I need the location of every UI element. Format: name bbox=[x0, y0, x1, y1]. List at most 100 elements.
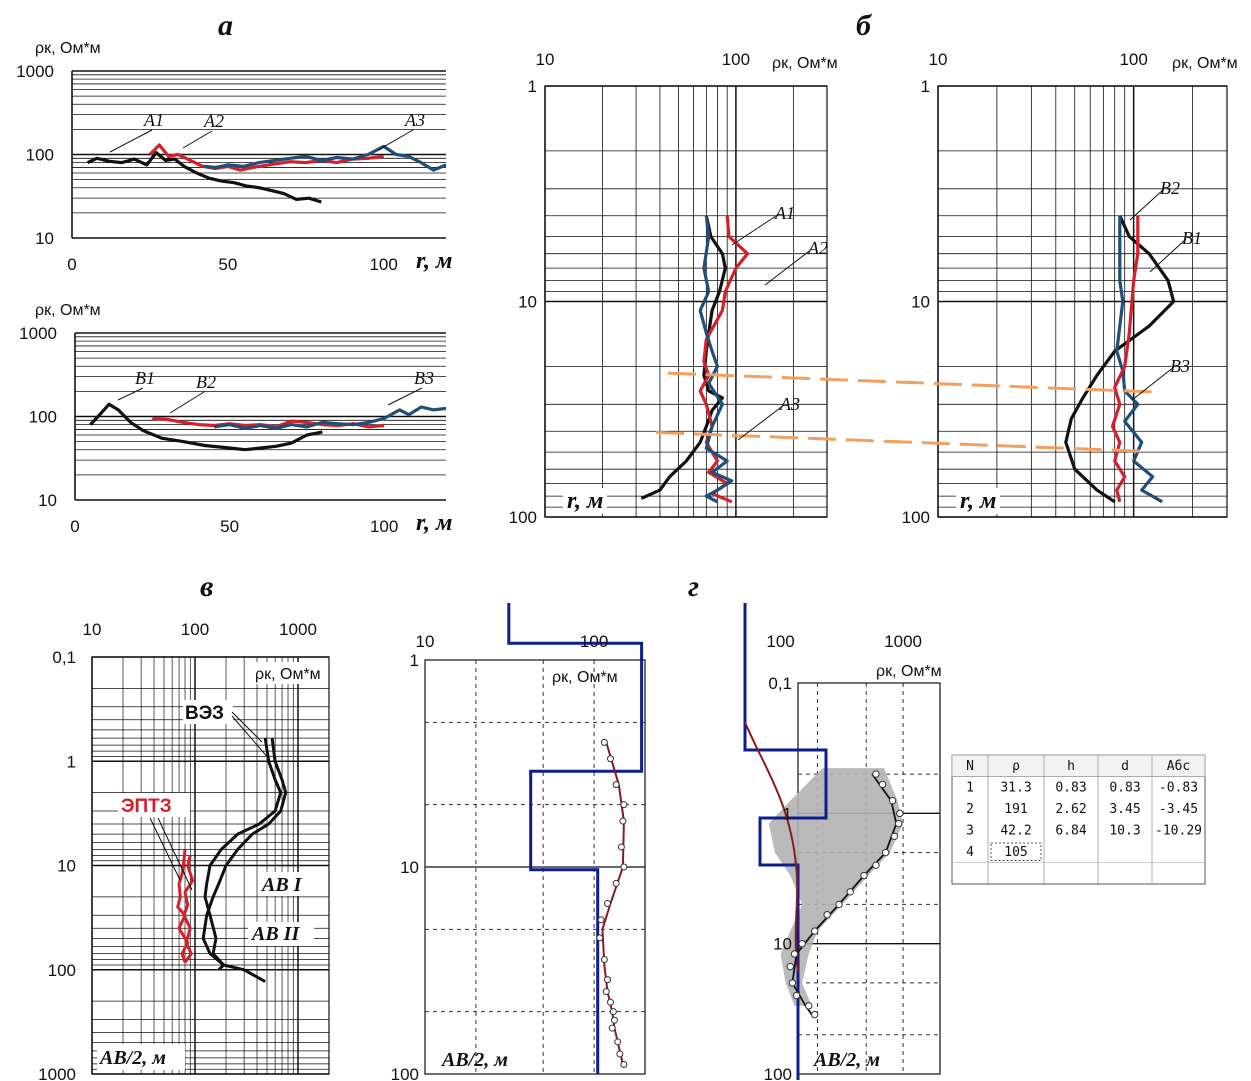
label-backdrop bbox=[183, 700, 233, 724]
layer-boundaries bbox=[655, 371, 1159, 453]
x-tick-label: 50 bbox=[220, 517, 239, 536]
observed-point bbox=[896, 809, 904, 818]
table-cell: 3.45 bbox=[1109, 802, 1140, 817]
observed-point bbox=[860, 871, 868, 880]
y-tick-label: 1 bbox=[410, 651, 419, 670]
observed-point bbox=[811, 1010, 819, 1019]
annotation-leader bbox=[1149, 238, 1187, 273]
annotation-leader bbox=[231, 711, 263, 743]
label-backdrop bbox=[956, 488, 1000, 514]
panel-letter: б bbox=[856, 9, 872, 42]
annotation-leader bbox=[182, 130, 213, 149]
x-tick-label: 1000 bbox=[279, 620, 317, 639]
curve-label: B1 bbox=[1182, 228, 1202, 248]
series-line-B1 bbox=[89, 402, 323, 452]
table-cell: 2 bbox=[966, 802, 974, 817]
observed-point bbox=[614, 1038, 622, 1046]
curve-label: A2 bbox=[807, 238, 828, 258]
x-tick-label: 50 bbox=[218, 255, 237, 274]
series-line-A2 bbox=[698, 215, 750, 504]
series-line-A3 bbox=[202, 144, 447, 172]
annotation-leader bbox=[157, 817, 193, 891]
observed-point bbox=[811, 927, 819, 935]
y-axis-label: AB/2, м bbox=[812, 1049, 880, 1071]
curve-label: B1 bbox=[135, 368, 155, 388]
series-line bbox=[182, 855, 195, 964]
x-axis-label: r, м bbox=[416, 248, 452, 274]
b_right-series bbox=[1064, 215, 1176, 504]
curve-label: B2 bbox=[196, 372, 216, 392]
observed-point bbox=[608, 1024, 616, 1032]
observed-point bbox=[603, 899, 611, 907]
observed-point bbox=[612, 781, 620, 789]
table-cell: -3.45 bbox=[1159, 802, 1198, 817]
v-series bbox=[176, 737, 288, 983]
x-tick-label: 10 bbox=[416, 632, 435, 651]
plot-frame bbox=[424, 659, 646, 1075]
y-tick-label: 100 bbox=[391, 1065, 419, 1081]
b_left-grid bbox=[544, 85, 828, 518]
label-backdrop bbox=[563, 488, 607, 514]
annotation-leader bbox=[149, 817, 181, 881]
observed-point bbox=[888, 797, 897, 805]
x-tick-label: 100 bbox=[181, 620, 209, 639]
table-cell: -10.29 bbox=[1155, 824, 1202, 839]
curve-label: A3 bbox=[404, 110, 425, 130]
table-cell: 0.83 bbox=[1055, 781, 1086, 796]
labels: 0 50 100 10 100 1000 ρк, Ом*м r, м A1 A2 A3 0 50 100 1… bbox=[16, 9, 1238, 1081]
model-curve bbox=[507, 603, 644, 1074]
g-right-series bbox=[743, 603, 904, 1080]
label-backdrop bbox=[97, 1044, 185, 1070]
table-header-cell: h bbox=[1067, 759, 1075, 774]
x-tick-label: 100 bbox=[370, 517, 398, 536]
g-left-series bbox=[507, 603, 644, 1074]
y-tick-label: 10 bbox=[518, 293, 537, 312]
observed-point bbox=[600, 738, 608, 746]
series-line-B3 bbox=[1110, 215, 1140, 503]
table-cell: 31.3 bbox=[1000, 781, 1031, 796]
observed-point bbox=[790, 950, 799, 958]
x-axis-label: ρк, Ом*м bbox=[552, 669, 618, 686]
y-tick-label: 10 bbox=[38, 491, 57, 510]
plot-frame bbox=[937, 85, 1228, 518]
plot-frame bbox=[544, 85, 828, 518]
ept-label: ЭПТЗ bbox=[121, 796, 172, 817]
annotation-leader bbox=[731, 213, 780, 246]
x-axis-label: ρк, Ом*м bbox=[876, 663, 942, 680]
observed-point bbox=[872, 770, 880, 778]
observed-point bbox=[596, 934, 604, 942]
series-line-B2 bbox=[1115, 215, 1163, 504]
fitted-curve bbox=[744, 721, 799, 973]
y-tick-label: 100 bbox=[902, 508, 930, 527]
curve-label: A3 bbox=[779, 394, 800, 414]
label-backdrop bbox=[118, 793, 190, 817]
series-line-B1 bbox=[1064, 215, 1176, 504]
y-tick-label: 1000 bbox=[19, 324, 57, 343]
annotation-leader bbox=[1131, 366, 1175, 401]
annotation-leader bbox=[377, 129, 414, 151]
table-header-row bbox=[951, 754, 1206, 777]
observed-point bbox=[603, 976, 611, 984]
series-line-B3 bbox=[213, 405, 447, 430]
curve-label: A2 bbox=[203, 111, 224, 131]
boundary-line bbox=[655, 430, 1149, 453]
y-tick-label: 100 bbox=[509, 508, 537, 527]
table-cell: 42.2 bbox=[1000, 824, 1031, 839]
table-cell: 4 bbox=[966, 845, 974, 860]
label-backdrop bbox=[250, 662, 328, 684]
table-cell-focus bbox=[990, 842, 1042, 861]
x-axis-label: ρк, Ом*м bbox=[1172, 55, 1238, 72]
a_top-grid bbox=[71, 70, 446, 239]
panel-letter: а bbox=[218, 9, 233, 42]
x-tick-label: 100 bbox=[1119, 50, 1147, 69]
x-axis-label: ρк, Ом*м bbox=[772, 55, 838, 72]
series-line bbox=[201, 737, 288, 971]
annotation-leader bbox=[764, 248, 813, 286]
observed-point bbox=[620, 863, 628, 871]
observed-point bbox=[890, 832, 899, 840]
y-axis-label: ρк, Ом*м bbox=[35, 40, 101, 57]
y-tick-label: 100 bbox=[29, 408, 57, 427]
y-tick-label: 1 bbox=[921, 77, 930, 96]
